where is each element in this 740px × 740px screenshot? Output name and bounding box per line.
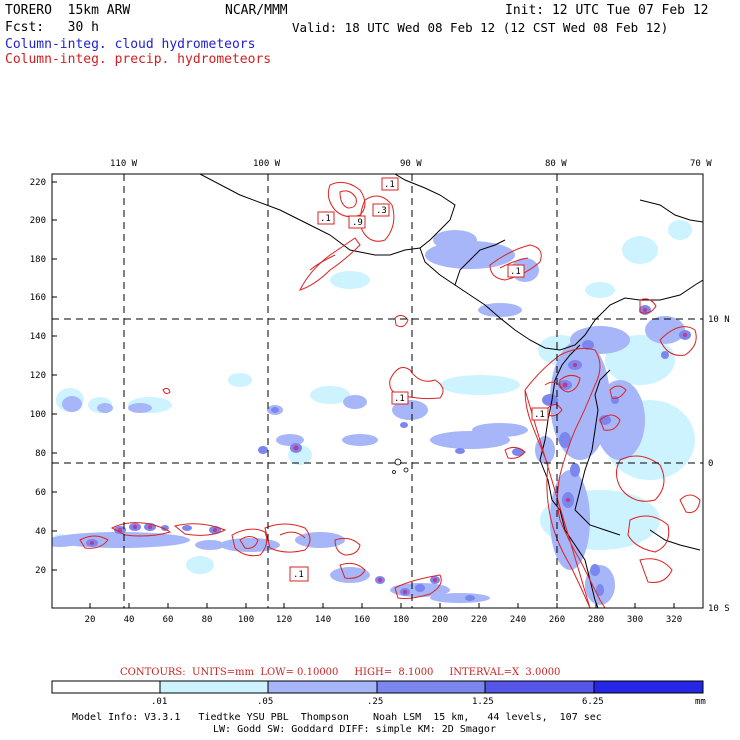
x-tick: 120 [276, 615, 292, 625]
contours-units: UNITS=mm [192, 667, 255, 678]
y-tick: 20 [35, 566, 46, 576]
right-lat-labels: 10 N 0 10 S [708, 315, 730, 614]
colorbar-segment [159, 680, 269, 694]
contours-low: LOW= 0.10000 [260, 667, 339, 678]
top-lon-labels: 110 W 100 W 90 W 80 W 70 W [110, 159, 712, 169]
x-tick: 300 [627, 615, 643, 625]
y-tick: 180 [30, 255, 46, 265]
colorbar-segment [376, 680, 486, 694]
y-tick: 40 [35, 527, 46, 537]
x-tick: 100 [238, 615, 254, 625]
lat-lon-grid [52, 174, 703, 608]
valid-time: Valid: 18 UTC Wed 08 Feb 12 (12 CST Wed … [292, 20, 669, 35]
colorbar-label: .01 [151, 697, 168, 707]
legend-precip: Column-integ. precip. hydrometeors [5, 52, 272, 67]
x-tick: 240 [510, 615, 526, 625]
contour-label: .3 [376, 206, 387, 216]
x-tick: 60 [163, 615, 174, 625]
y-tick: 120 [30, 371, 46, 381]
y-tick-labels: 220 200 180 160 140 120 100 80 60 40 20 [30, 178, 46, 576]
plot-frame [51, 173, 704, 609]
color-bar [51, 680, 704, 694]
model-info-line1: Model Info: V3.3.1 Tiedtke YSU PBL Thomp… [72, 712, 602, 723]
lat-label: 0 [708, 459, 713, 469]
lon-label: 80 W [545, 159, 567, 169]
map-field [52, 174, 703, 608]
init-time: Init: 12 UTC Tue 07 Feb 12 [505, 3, 709, 18]
y-tick: 60 [35, 488, 46, 498]
contours-prefix: CONTOURS: [120, 667, 186, 678]
y-tick: 220 [30, 178, 46, 188]
y-tick: 140 [30, 332, 46, 342]
contour-label: .1 [320, 214, 331, 224]
model-title: TORERO 15km ARW [5, 3, 131, 18]
precip-cores [90, 308, 687, 594]
x-tick: 200 [432, 615, 448, 625]
colorbar-unit: mm [695, 697, 706, 707]
legend-cloud: Column-integ. cloud hydrometeors [5, 37, 256, 52]
x-tick: 20 [85, 615, 96, 625]
colorbar-label: .05 [257, 697, 274, 707]
colorbar-label: .25 [367, 697, 384, 707]
colorbar-segment [593, 680, 704, 694]
contour-label: .1 [384, 180, 395, 190]
contour-label: .1 [394, 394, 405, 404]
x-tick: 180 [393, 615, 409, 625]
x-tick: 260 [549, 615, 565, 625]
precip-contours [79, 181, 701, 608]
lon-label: 90 W [400, 159, 422, 169]
y-tick: 80 [35, 449, 46, 459]
contour-label: .1 [534, 410, 545, 420]
x-tick: 40 [124, 615, 135, 625]
contour-label-boxes: .1 .9 .3 .1 .1 .1 .1 .1 [289, 177, 549, 582]
tick-marks [52, 181, 675, 608]
y-tick: 200 [30, 216, 46, 226]
contours-interval: INTERVAL=X 3.0000 [449, 667, 561, 678]
colorbar-segment [267, 680, 378, 694]
colorbar-label: 6.25 [582, 697, 604, 707]
forecast-hour: Fcst: 30 h [5, 20, 99, 35]
lon-label: 100 W [253, 159, 281, 169]
lat-label: 10 S [708, 604, 730, 614]
x-tick: 320 [666, 615, 682, 625]
y-tick: 160 [30, 293, 46, 303]
x-tick: 140 [315, 615, 331, 625]
lon-label: 70 W [690, 159, 712, 169]
lon-label: 110 W [110, 159, 138, 169]
x-tick: 80 [202, 615, 213, 625]
galapagos-islands [392, 458, 409, 474]
colorbar-segment [51, 680, 161, 694]
x-tick-labels: 20 40 60 80 100 120 140 160 180 200 220 … [85, 615, 683, 625]
lat-label: 10 N [708, 315, 730, 325]
coastline [199, 174, 703, 608]
contour-label: .9 [352, 218, 363, 228]
x-tick: 220 [471, 615, 487, 625]
center-title: NCAR/MMM [225, 3, 288, 18]
colorbar-segment [484, 680, 595, 694]
colorbar-label: 1.25 [472, 697, 494, 707]
y-tick: 100 [30, 410, 46, 420]
contour-label: .1 [510, 267, 521, 277]
contours-high: HIGH= 8.1000 [354, 667, 434, 678]
x-tick: 280 [588, 615, 604, 625]
contours-info: CONTOURS: UNITS=mm LOW= 0.10000 HIGH= 8.… [120, 667, 560, 678]
contour-label: .1 [293, 570, 304, 580]
model-info-line2: LW: Godd SW: Goddard DIFF: simple KM: 2D… [213, 724, 496, 735]
x-tick: 160 [354, 615, 370, 625]
